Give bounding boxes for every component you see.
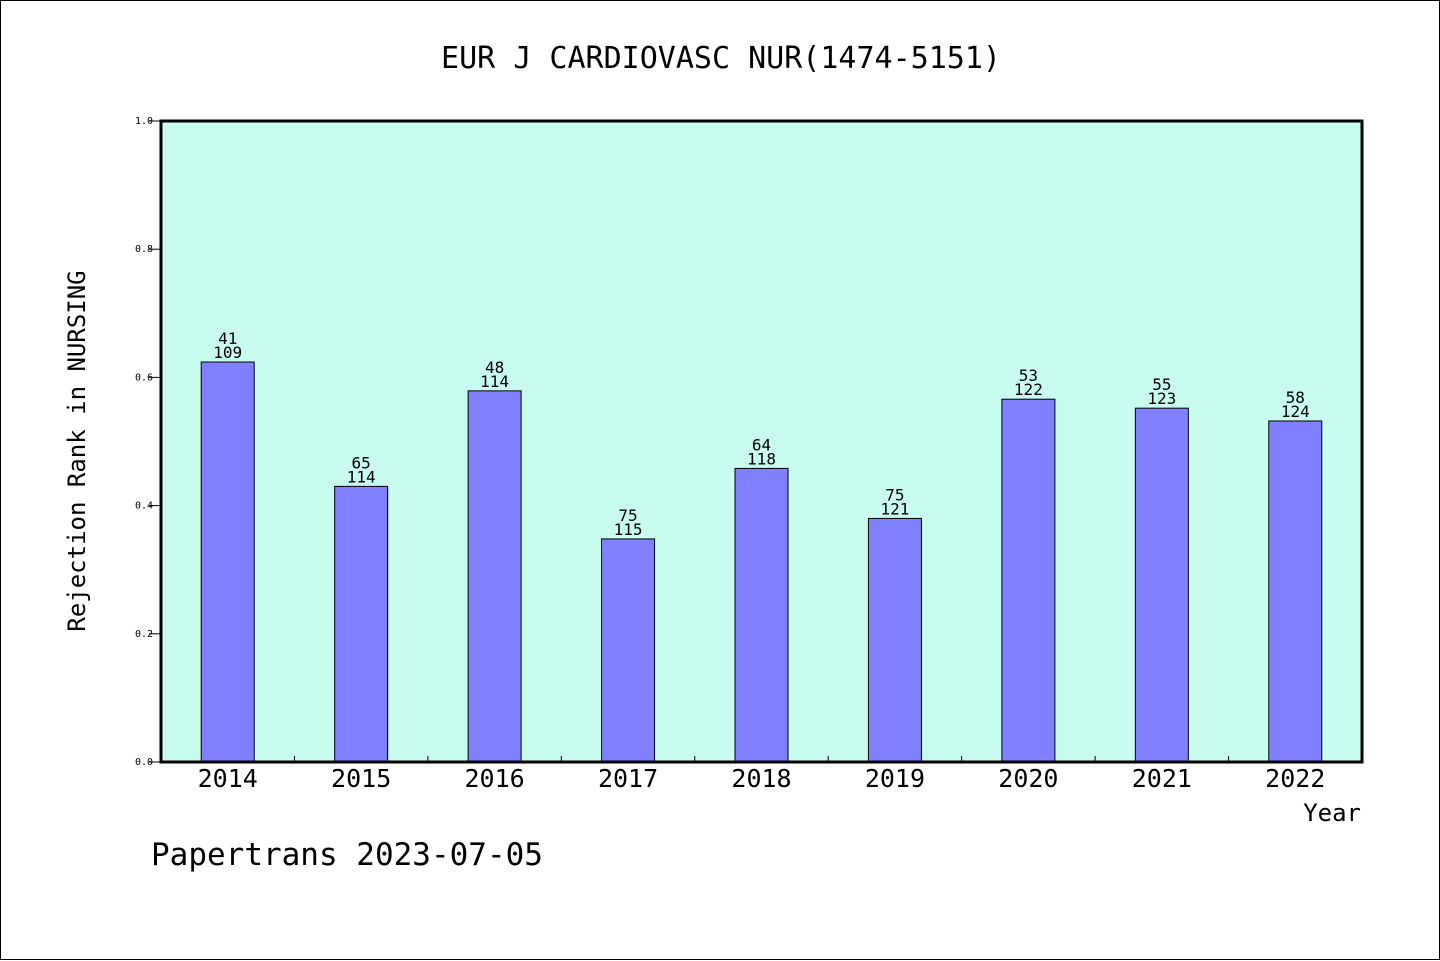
y-tick-label: 0.8	[135, 244, 153, 255]
x-tick-label: 2016	[465, 764, 525, 793]
bar-label-bottom: 124	[1281, 402, 1310, 421]
bar-label-top: 58	[1286, 388, 1305, 407]
x-tick-label: 2019	[865, 764, 925, 793]
bar-2019	[867, 517, 922, 763]
bar-2022	[1268, 420, 1323, 763]
bar-2016	[467, 390, 522, 763]
bar-label-bottom: 115	[614, 520, 643, 539]
bar-label-top: 75	[618, 506, 637, 525]
bar-label-bottom: 118	[747, 449, 776, 468]
bar-label-bottom: 122	[1014, 380, 1043, 399]
y-tick-label: 0.2	[135, 629, 153, 640]
x-tick-label: 2015	[331, 764, 391, 793]
bar-label-top: 64	[752, 435, 771, 454]
x-tick-label: 2022	[1265, 764, 1325, 793]
bar-label-top: 53	[1019, 366, 1038, 385]
bar-label-bottom: 121	[880, 499, 909, 518]
plot-border	[159, 119, 1364, 764]
y-tick-label: 1.0	[135, 116, 153, 127]
bar-2018	[734, 467, 789, 763]
x-tick-label: 2020	[998, 764, 1058, 793]
chart-title: EUR J CARDIOVASC NUR(1474-5151)	[441, 41, 1001, 76]
bar-2021	[1134, 407, 1189, 763]
bar-2014	[200, 361, 255, 763]
x-tick-label: 2021	[1132, 764, 1192, 793]
bar-label-bottom: 114	[480, 372, 509, 391]
x-axis-label: Year	[1303, 799, 1361, 827]
bar-label-bottom: 114	[347, 467, 376, 486]
bar-label-top: 55	[1152, 375, 1171, 394]
bar-label-top: 48	[485, 358, 504, 377]
x-tick-label: 2017	[598, 764, 658, 793]
bar-label-top: 41	[218, 329, 237, 348]
y-axis-ticks: 0.0 0.2 0.4 0.6 0.8 1.0	[135, 116, 161, 768]
y-tick-label: 0.0	[135, 757, 153, 768]
bar-2015	[334, 485, 389, 763]
bar-label-top: 75	[885, 485, 904, 504]
y-axis-label: Rejection Rank in NURSING	[63, 270, 91, 631]
bar-2020	[1001, 398, 1056, 763]
bar-label-top: 65	[352, 453, 371, 472]
bar-label-bottom: 123	[1147, 389, 1176, 408]
bar-2017	[601, 538, 656, 763]
x-tick-label: 2018	[731, 764, 791, 793]
y-tick-label: 0.4	[135, 501, 153, 512]
bar-label-bottom: 109	[213, 343, 242, 362]
watermark-text: Papertrans 2023-07-05	[151, 837, 543, 873]
y-tick-label: 0.6	[135, 372, 153, 383]
x-axis-ticks: 2014 2015 2016 2017 2018 2019 2020 2021 2022	[198, 756, 1325, 793]
x-tick-label: 2014	[198, 764, 258, 793]
